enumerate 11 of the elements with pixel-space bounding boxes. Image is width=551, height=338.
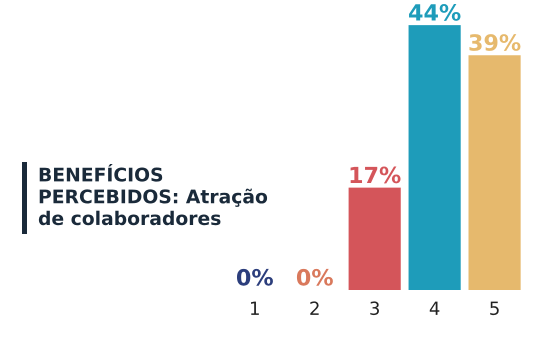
data-label: 17% <box>350 166 401 184</box>
x-tick-label: 3 <box>370 301 379 316</box>
data-label: 44% <box>409 4 461 21</box>
x-tick-label: 5 <box>490 302 499 316</box>
text: BENEFÍCIOS PERCEBIDOS: Atração de colaboradores <box>38 164 268 226</box>
data-label: 39% <box>469 34 520 51</box>
x-tick-label: 1 <box>251 302 259 315</box>
x-tick-label: 4 <box>430 302 440 315</box>
x-tick-label: 2 <box>310 301 319 315</box>
data-label: 0% <box>236 268 273 286</box>
data-label: 0% <box>296 268 333 286</box>
